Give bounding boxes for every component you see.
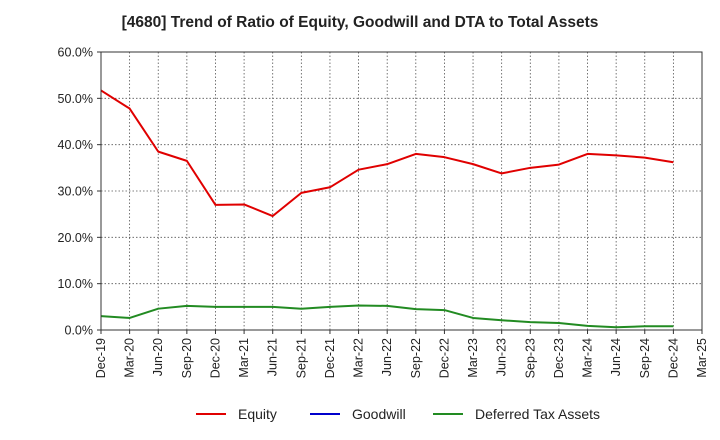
x-tick-label: Dec-19 [94,338,108,378]
x-tick-label: Jun-22 [380,338,394,376]
y-tick-label: 30.0% [58,185,93,199]
x-tick-label: Sep-22 [409,338,423,378]
x-tick-label: Jun-23 [495,338,509,376]
legend-label: Goodwill [352,406,406,422]
legend-item: Equity [196,406,277,422]
x-tick-label: Sep-24 [638,338,652,378]
series-layer [100,89,674,329]
x-tick-label: Sep-23 [523,338,537,378]
chart-title: [4680] Trend of Ratio of Equity, Goodwil… [121,14,599,31]
legend-label: Equity [238,406,277,422]
x-tick-label: Dec-23 [552,338,566,378]
x-tick-label: Mar-21 [237,338,251,378]
x-tick-label: Dec-22 [437,338,451,378]
legend-layer: Equity Goodwill Deferred Tax Assets [196,406,600,422]
x-tick-label: Mar-25 [695,338,709,378]
x-tick-label: Dec-21 [323,338,337,378]
x-tick-label: Sep-20 [180,338,194,378]
x-tick-label: Mar-24 [581,338,595,378]
x-tick-label: Jun-21 [266,338,280,376]
x-tick-label: Mar-22 [352,338,366,378]
plot-area [101,52,702,330]
y-tick-label: 0.0% [65,324,94,338]
y-tick-label: 10.0% [58,277,93,291]
axis-layer: 0.0% 10.0% 20.0% 30.0% 40.0% 50.0% 60.0% Dec-19… [58,46,709,379]
series-deferred-tax-assets [100,304,674,329]
legend-label: Deferred Tax Assets [475,406,600,422]
x-tick-label: Jun-20 [151,338,165,376]
plot-border [100,51,703,331]
legend-item: Deferred Tax Assets [433,406,600,422]
y-tick-label: 40.0% [58,138,93,152]
x-tick-label: Mar-20 [123,338,137,378]
x-tick-label: Dec-24 [666,338,680,378]
x-tick-label: Mar-23 [466,338,480,378]
legend-item: Goodwill [310,406,406,422]
grid-layer [101,52,702,330]
x-tick-label: Sep-21 [294,338,308,378]
y-tick-label: 60.0% [58,46,93,60]
x-tick-label: Dec-20 [208,338,222,378]
y-tick-label: 50.0% [58,92,93,106]
y-tick-label: 20.0% [58,231,93,245]
series-equity [100,89,674,218]
x-tick-label: Jun-24 [609,338,623,376]
